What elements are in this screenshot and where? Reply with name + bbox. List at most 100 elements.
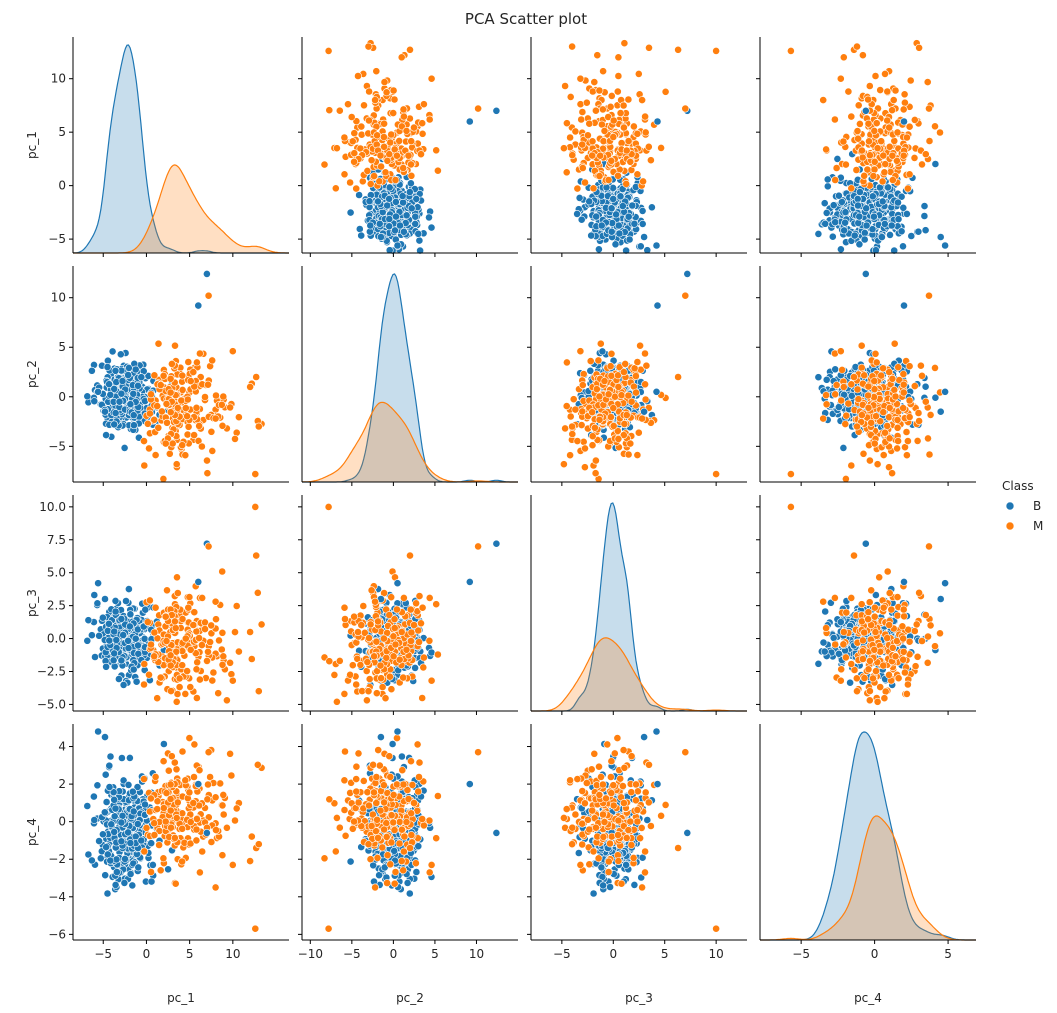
scatter-point-b [638, 206, 647, 215]
scatter-point-m [867, 418, 876, 427]
scatter-point-b [101, 595, 109, 603]
kde-fill-m [73, 164, 289, 253]
scatter-point-m [154, 423, 163, 432]
scatter-point-m [364, 42, 373, 51]
scatter-point-m [879, 408, 888, 417]
scatter-point-m [852, 166, 861, 174]
scatter-point-m [425, 594, 434, 602]
scatter-point-m [432, 146, 441, 155]
scatter-point-m [568, 422, 576, 431]
scatter-point-b [117, 389, 126, 398]
scatter-point-m [576, 74, 585, 83]
panel-pc_2-vs-pc_2 [301, 266, 518, 486]
scatter-point-m [591, 423, 599, 432]
scatter-point-m [427, 676, 436, 685]
panel-pc_1-vs-pc_3 [527, 37, 747, 257]
scatter-point-b [884, 183, 892, 192]
scatter-point-m [178, 385, 187, 394]
scatter-point-m [251, 502, 260, 511]
scatter-point-m [325, 657, 334, 666]
scatter-point-b [117, 656, 126, 665]
scatter-point-m [365, 675, 374, 683]
scatter-point-m [231, 434, 239, 443]
scatter-point-m [379, 634, 388, 643]
scatter-point-m [860, 371, 869, 380]
scatter-point-m [560, 460, 568, 469]
scatter-point-m [370, 652, 378, 661]
scatter-point-m [838, 365, 846, 374]
scatter-point-b [110, 627, 119, 636]
scatter-point-m [592, 385, 601, 394]
scatter-point-m [885, 123, 894, 132]
scatter-point-m [607, 92, 616, 100]
scatter-point-m [184, 358, 193, 366]
scatter-point-m [150, 652, 159, 661]
scatter-point-m [163, 586, 171, 595]
scatter-point-m [604, 176, 613, 184]
scatter-point-m [171, 624, 180, 632]
scatter-point-b [94, 579, 102, 588]
scatter-point-m [903, 133, 911, 142]
scatter-point-m [712, 47, 720, 55]
scatter-point-m [924, 434, 932, 443]
scatter-point-m [632, 388, 640, 397]
scatter-point-b [194, 578, 203, 586]
scatter-point-b [131, 634, 140, 643]
scatter-point-m [910, 153, 919, 162]
scatter-point-m [432, 600, 441, 609]
scatter-point-m [905, 362, 914, 371]
scatter-point-b [607, 204, 616, 213]
scatter-point-b [366, 221, 375, 230]
scatter-point-m [354, 628, 362, 636]
scatter-point-m [904, 184, 912, 193]
scatter-point-m [406, 551, 414, 560]
scatter-point-b [853, 194, 862, 203]
scatter-point-b [399, 198, 407, 207]
scatter-point-m [681, 291, 690, 300]
scatter-point-m [638, 414, 646, 423]
scatter-point-b [102, 431, 110, 439]
scatter-point-m [634, 70, 643, 78]
scatter-point-m [917, 361, 925, 370]
scatter-point-m [257, 620, 266, 629]
y-tick-label: 7.5 [47, 533, 66, 547]
scatter-point-m [348, 137, 357, 146]
scatter-point-m [588, 432, 597, 441]
scatter-point-m [641, 128, 650, 137]
scatter-point-b [577, 215, 586, 224]
scatter-point-m [387, 130, 396, 139]
scatter-point-m [885, 434, 894, 443]
scatter-point-b [828, 232, 837, 241]
scatter-point-m [254, 687, 263, 696]
scatter-point-m [381, 694, 390, 703]
scatter-point-m [856, 120, 864, 128]
scatter-point-b [846, 678, 854, 687]
scatter-point-m [633, 358, 642, 366]
scatter-point-m [219, 392, 228, 401]
scatter-point-m [380, 142, 388, 151]
scatter-point-m [614, 434, 623, 443]
scatter-point-m [592, 106, 600, 115]
scatter-point-b [607, 227, 616, 236]
scatter-point-m [246, 628, 254, 636]
scatter-point-b [903, 209, 911, 218]
scatter-point-m [399, 105, 408, 114]
scatter-point-m [186, 377, 195, 385]
scatter-point-m [228, 676, 237, 685]
scatter-point-b [837, 245, 845, 254]
scatter-point-m [566, 133, 574, 142]
scatter-point-m [325, 106, 334, 115]
scatter-point-b [921, 382, 930, 391]
panel-pc_2-vs-pc_3 [527, 266, 747, 486]
scatter-point-b [365, 197, 374, 206]
scatter-point-m [850, 373, 858, 381]
scatter-point-m [888, 151, 897, 160]
scatter-point-m [375, 177, 384, 186]
scatter-point-m [399, 594, 408, 602]
scatter-point-m [348, 661, 357, 670]
scatter-point-b [609, 194, 618, 203]
scatter-point-m [390, 615, 399, 624]
scatter-point-b [376, 233, 385, 241]
scatter-point-m [607, 413, 615, 421]
